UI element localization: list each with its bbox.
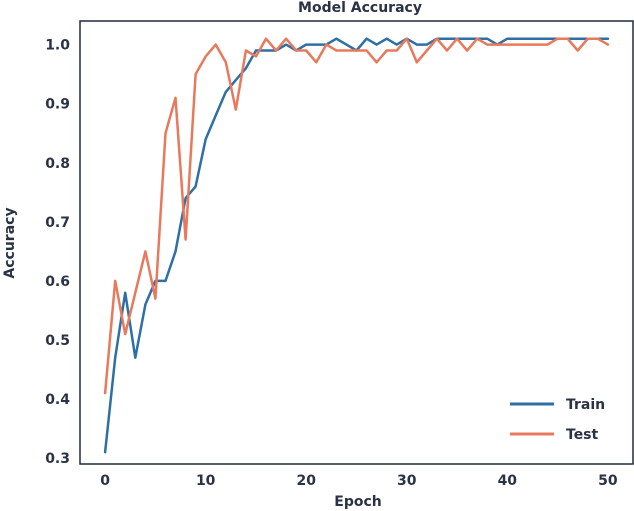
x-tick-label: 50 [598, 473, 618, 489]
y-tick-label: 0.7 [45, 215, 70, 231]
legend-label-train: Train [566, 397, 605, 413]
plot-frame [79, 20, 634, 465]
series-lines [103, 37, 610, 454]
x-axis-ticks: 0 10 20 30 40 50 [100, 473, 618, 489]
x-axis-title: Epoch [334, 494, 381, 510]
x-tick-label: 10 [196, 473, 216, 489]
legend: Train Test [510, 397, 605, 443]
y-tick-label: 0.6 [45, 274, 70, 290]
y-axis-title: Accuracy [2, 207, 18, 278]
x-tick-label: 30 [397, 473, 417, 489]
chart-title: Model Accuracy [298, 0, 422, 16]
y-tick-label: 0.8 [45, 156, 70, 172]
y-tick-label: 0.5 [45, 333, 70, 349]
y-tick-label: 0.9 [45, 97, 70, 113]
y-axis-ticks: 0.3 0.4 0.5 0.6 0.7 0.8 0.9 1.0 [45, 38, 70, 467]
x-tick-label: 40 [498, 473, 518, 489]
y-tick-label: 1.0 [45, 38, 70, 54]
series-line-train [103, 37, 610, 454]
y-tick-label: 0.4 [45, 392, 70, 408]
x-tick-label: 0 [100, 473, 110, 489]
legend-label-test: Test [566, 427, 599, 443]
series-line-test [103, 37, 610, 395]
x-tick-label: 20 [296, 473, 316, 489]
y-tick-label: 0.3 [45, 451, 70, 467]
